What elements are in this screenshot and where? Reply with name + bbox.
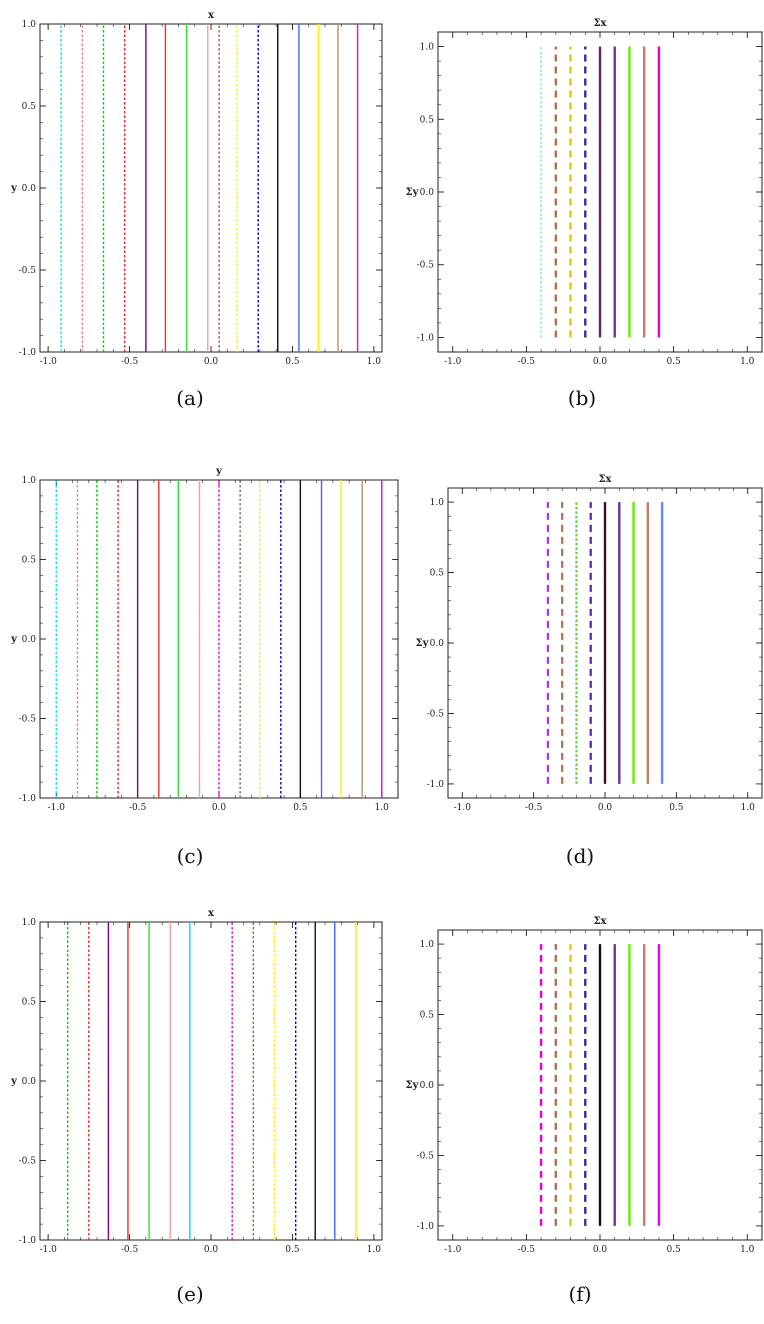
y-axis-label: y	[10, 183, 18, 194]
y-tick-label: -0.5	[19, 715, 37, 725]
y-tick-label: 1.0	[22, 918, 37, 928]
x-tick-label: 0.0	[598, 803, 613, 813]
x-tick-label: 0.5	[285, 1245, 300, 1255]
x-tick-label: 1.0	[367, 1245, 382, 1255]
x-tick-label: -0.5	[525, 803, 543, 813]
y-tick-label: 0.5	[430, 569, 445, 579]
chart-title: x	[208, 10, 215, 21]
x-tick-label: -0.5	[121, 357, 139, 367]
plot-frame	[39, 921, 383, 1241]
chart-title: Σx	[593, 916, 607, 927]
caption-c: (c)	[176, 844, 204, 868]
y-axis-label: Σy	[406, 187, 420, 198]
x-tick-label: -0.5	[518, 357, 536, 367]
y-tick-label: -0.5	[19, 266, 37, 276]
chart-title: y	[215, 466, 223, 477]
y-tick-label: 0.5	[420, 1011, 435, 1021]
caption-b: (b)	[567, 386, 597, 410]
x-tick-label: -1.0	[444, 1245, 462, 1255]
chart-title: x	[208, 908, 215, 919]
x-tick-label: 0.0	[212, 803, 227, 813]
caption-f: (f)	[568, 1282, 592, 1306]
y-tick-label: -0.5	[417, 1151, 435, 1161]
y-axis-label: Σy	[416, 638, 430, 649]
plot-d: -1.0 -0.5 0.0 0.5 1.0 -1.0 -0.5 0.0 0.5 1.0 Σx Σy	[406, 462, 764, 813]
caption-e: (e)	[176, 1282, 204, 1306]
y-tick-label: -1.0	[19, 794, 37, 804]
x-tick-label: -0.5	[129, 803, 147, 813]
y-tick-label: 1.0	[22, 20, 37, 30]
y-tick-label: 0.0	[420, 188, 435, 198]
plot-b: -1.0 -0.5 0.0 0.5 1.0 -1.0 -0.5 0.0 0.5 1.0 Σx Σy	[396, 6, 764, 367]
x-tick-label: -1.0	[39, 1245, 57, 1255]
x-tick-label: 0.5	[285, 357, 300, 367]
plot-f: -1.0 -0.5 0.0 0.5 1.0 -1.0 -0.5 0.0 0.5 1.0 Σx Σy	[396, 904, 764, 1255]
chart-title: Σx	[593, 18, 607, 29]
chart-b-svg: -1.0 -0.5 0.0 0.5 1.0 -1.0 -0.5 0.0 0.5 1.0 Σx Σy	[406, 18, 763, 367]
y-tick-label: -0.5	[19, 1157, 37, 1167]
y-tick-label: -0.5	[417, 261, 435, 271]
x-tick-label: -0.5	[518, 1245, 536, 1255]
y-axis-label: y	[10, 634, 18, 645]
x-tick-label: -1.0	[39, 357, 57, 367]
x-tick-label: 0.0	[204, 1245, 219, 1255]
y-axis-label: y	[10, 1076, 18, 1087]
x-tick-label: 1.0	[375, 803, 390, 813]
chart-c-svg: -1.0 -0.5 0.0 0.5 1.0 -1.0 -0.5 0.0 0.5 1.0 y y	[10, 466, 399, 813]
y-tick-label: 0.0	[22, 184, 37, 194]
x-tick-label: 1.0	[367, 357, 382, 367]
y-tick-label: 0.0	[22, 1077, 37, 1087]
y-tick-label: 1.0	[420, 43, 435, 53]
y-tick-label: -1.0	[19, 1236, 37, 1246]
plot-frame	[39, 23, 383, 353]
x-tick-label: -1.0	[48, 803, 66, 813]
y-tick-label: 0.0	[22, 635, 37, 645]
chart-e-svg: -1.0 -0.5 0.0 0.5 1.0 -1.0 -0.5 0.0 0.5 1.0 x y	[10, 908, 383, 1255]
x-tick-label: 0.0	[204, 357, 219, 367]
x-tick-label: 0.5	[666, 357, 681, 367]
chart-d-svg: -1.0 -0.5 0.0 0.5 1.0 -1.0 -0.5 0.0 0.5 1.0 Σx Σy	[416, 474, 763, 813]
caption-a: (a)	[176, 386, 204, 410]
x-tick-label: 0.5	[666, 1245, 681, 1255]
x-tick-label: -1.0	[454, 803, 472, 813]
x-tick-label: 0.0	[593, 357, 608, 367]
chart-a-svg: -1.0 -0.5 0.0 0.5 1.0 -1.0 -0.5 0.0 0.5 1.0 x y	[10, 10, 383, 367]
y-tick-label: 1.0	[22, 476, 37, 486]
plot-a: -1.0 -0.5 0.0 0.5 1.0 -1.0 -0.5 0.0 0.5 1.0 x y	[10, 6, 390, 367]
y-tick-label: -1.0	[417, 1222, 435, 1232]
y-tick-label: 0.0	[420, 1081, 435, 1091]
x-tick-label: -0.5	[121, 1245, 139, 1255]
x-tick-label: 1.0	[740, 357, 755, 367]
y-tick-label: 0.5	[22, 556, 37, 566]
chart-title: Σx	[598, 474, 612, 485]
y-tick-label: 0.5	[420, 115, 435, 125]
x-tick-label: 0.5	[669, 803, 684, 813]
x-tick-label: 1.0	[740, 1245, 755, 1255]
x-tick-label: 0.0	[593, 1245, 608, 1255]
y-tick-label: 0.5	[22, 998, 37, 1008]
y-tick-label: -1.0	[417, 333, 435, 343]
plot-e: -1.0 -0.5 0.0 0.5 1.0 -1.0 -0.5 0.0 0.5 1.0 x y	[10, 904, 390, 1255]
plot-c: -1.0 -0.5 0.0 0.5 1.0 -1.0 -0.5 0.0 0.5 1.0 y y	[10, 462, 406, 813]
caption-d: (d)	[565, 844, 595, 868]
y-tick-label: 0.0	[430, 639, 445, 649]
x-tick-label: -1.0	[444, 357, 462, 367]
y-tick-label: 1.0	[430, 498, 445, 508]
chart-f-svg: -1.0 -0.5 0.0 0.5 1.0 -1.0 -0.5 0.0 0.5 1.0 Σx Σy	[406, 916, 763, 1255]
y-tick-label: -0.5	[427, 709, 445, 719]
y-tick-label: 1.0	[420, 940, 435, 950]
y-axis-label: Σy	[406, 1080, 420, 1091]
y-tick-label: -1.0	[427, 780, 445, 790]
x-tick-label: 0.5	[293, 803, 308, 813]
y-tick-label: 0.5	[22, 102, 37, 112]
x-tick-label: 1.0	[741, 803, 756, 813]
y-tick-label: -1.0	[19, 348, 37, 358]
